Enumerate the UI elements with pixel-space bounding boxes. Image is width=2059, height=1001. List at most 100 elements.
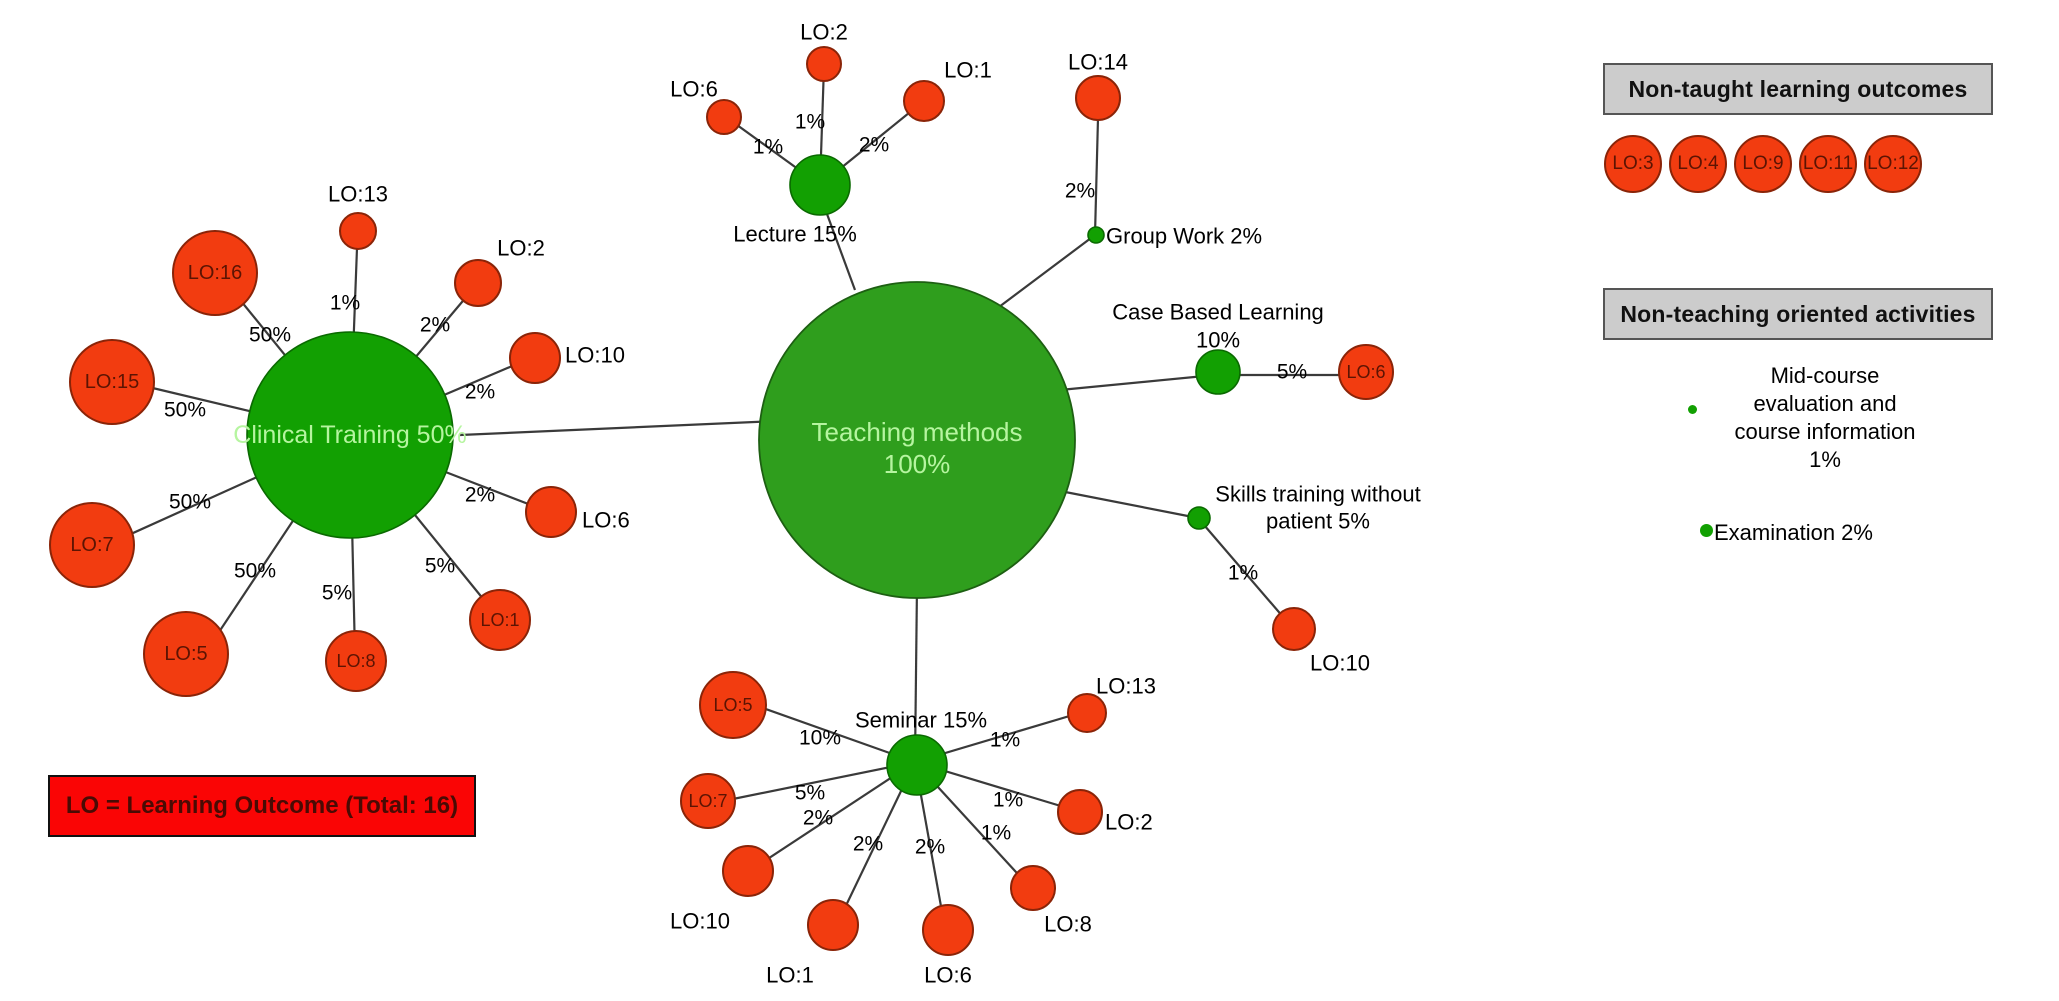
activity-examination: Examination 2% xyxy=(1714,520,1873,545)
pct-lecture-lo6: 1% xyxy=(753,136,783,159)
node-group-work[interactable] xyxy=(1087,226,1105,244)
edge-hub-skills xyxy=(1054,488,1199,520)
pct-seminar-lo8: 1% xyxy=(981,822,1011,845)
lo-label-seminar-lo1: LO:1 xyxy=(766,963,814,988)
groupwork-label: Group Work 2% xyxy=(1106,224,1262,249)
lo-label-seminar-lo10: LO:10 xyxy=(670,909,730,934)
activity-line-4: 1% xyxy=(1809,446,1841,472)
node-teaching-methods[interactable]: Teaching methods 100% xyxy=(758,281,1076,599)
lo-label: LO:5 xyxy=(164,643,207,665)
lo-label: LO:8 xyxy=(336,651,375,671)
node-clinical-training[interactable]: Clinical Training 50% xyxy=(233,331,467,539)
legend-non-teaching-header: Non-teaching oriented activities xyxy=(1603,288,1993,340)
edge-hub-groupwork xyxy=(994,234,1096,311)
lo-label: LO:7 xyxy=(688,791,727,811)
node-case-based-learning[interactable] xyxy=(1195,349,1241,395)
examination-dot-icon xyxy=(1700,524,1713,537)
leaf-clinical-lo8[interactable]: LO:8 xyxy=(325,630,387,692)
leaf-clinical-lo2[interactable] xyxy=(454,259,502,307)
pct-clinical-lo5: 50% xyxy=(234,560,276,583)
lo-label-lecture-lo2: LO:2 xyxy=(800,20,848,45)
non-taught-lo-chip[interactable]: LO:3 xyxy=(1604,135,1662,193)
pct-clinical-lo6: 2% xyxy=(465,484,495,507)
pct-lecture-lo1: 2% xyxy=(859,134,889,157)
pct-skills-lo10: 1% xyxy=(1228,562,1258,585)
pct-seminar-lo5: 10% xyxy=(799,727,841,750)
activity-line-1: Mid-course xyxy=(1770,363,1880,388)
case-label-line2: 10% xyxy=(1196,328,1240,353)
activity-midcourse-evaluation: Mid-course evaluation and course informa… xyxy=(1700,362,1950,474)
pct-clinical-lo8: 5% xyxy=(322,582,352,605)
node-lecture[interactable] xyxy=(789,154,851,216)
leaf-clinical-lo6[interactable] xyxy=(525,486,577,538)
pct-clinical-lo16: 50% xyxy=(249,324,291,347)
leaf-groupwork-lo14[interactable] xyxy=(1075,75,1121,121)
non-taught-lo-chip[interactable]: LO:12 xyxy=(1864,135,1922,193)
lo-label-skills-lo10: LO:10 xyxy=(1310,651,1370,676)
lo-label: LO:1 xyxy=(480,610,519,630)
lo-label-clinical-lo10: LO:10 xyxy=(565,343,625,368)
lo-label-clinical-lo2: LO:2 xyxy=(497,236,545,261)
leaf-seminar-lo7[interactable]: LO:7 xyxy=(680,773,736,829)
lo-label: LO:15 xyxy=(85,371,139,393)
edge-seminar-lo7 xyxy=(727,760,916,802)
leaf-lecture-lo1[interactable] xyxy=(903,80,945,122)
pct-seminar-lo2: 1% xyxy=(993,789,1023,812)
activity-line-3: course information xyxy=(1734,418,1916,444)
non-taught-lo-chip[interactable]: LO:9 xyxy=(1734,135,1792,193)
pct-lecture-lo2: 1% xyxy=(795,111,825,134)
pct-clinical-lo1: 5% xyxy=(425,555,455,578)
skills-label-line2: patient 5% xyxy=(1266,509,1370,534)
lo-label-seminar-lo13: LO:13 xyxy=(1096,674,1156,699)
lo-label: LO:5 xyxy=(713,695,752,715)
leaf-lecture-lo6[interactable] xyxy=(706,99,742,135)
pct-clinical-lo2: 2% xyxy=(420,314,450,337)
clinical-training-label: Clinical Training 50% xyxy=(233,421,466,449)
lo-label-lecture-lo6: LO:6 xyxy=(670,77,718,102)
lo-label: LO:16 xyxy=(188,262,242,284)
pct-seminar-lo13: 1% xyxy=(990,729,1020,752)
leaf-lecture-lo2[interactable] xyxy=(806,46,842,82)
leaf-clinical-lo7[interactable]: LO:7 xyxy=(49,502,135,588)
leaf-seminar-lo6[interactable] xyxy=(922,904,974,956)
node-seminar[interactable] xyxy=(886,734,948,796)
leaf-clinical-lo10[interactable] xyxy=(509,332,561,384)
leaf-clinical-lo1[interactable]: LO:1 xyxy=(469,589,531,651)
hub-label-line1: Teaching methods xyxy=(811,417,1022,447)
edge-groupwork-lo14 xyxy=(1093,117,1100,236)
lo-label: LO:6 xyxy=(1346,362,1385,382)
leaf-seminar-lo10[interactable] xyxy=(722,845,774,897)
leaf-case-lo6[interactable]: LO:6 xyxy=(1338,344,1394,400)
edge-hub-clinical xyxy=(459,418,801,437)
legend-lo-total-text: LO = Learning Outcome (Total: 16) xyxy=(65,792,459,819)
leaf-seminar-lo8[interactable] xyxy=(1010,865,1056,911)
pct-seminar-lo10: 2% xyxy=(803,807,833,830)
leaf-clinical-lo13[interactable] xyxy=(339,212,377,250)
activity-line-2: evaluation and xyxy=(1753,390,1897,416)
node-skills-training[interactable] xyxy=(1187,506,1211,530)
non-taught-lo-chip[interactable]: LO:4 xyxy=(1669,135,1727,193)
leaf-seminar-lo1[interactable] xyxy=(807,899,859,951)
leaf-clinical-lo15[interactable]: LO:15 xyxy=(69,339,155,425)
non-taught-lo-chip[interactable]: LO:11 xyxy=(1799,135,1857,193)
leaf-seminar-lo5[interactable]: LO:5 xyxy=(699,671,767,739)
edge-skills-lo10 xyxy=(1197,517,1291,626)
legend-non-taught-title: Non-taught learning outcomes xyxy=(1628,75,1968,102)
skills-label-line1: Skills training without xyxy=(1215,482,1420,507)
edge-hub-case xyxy=(1059,373,1216,392)
pct-seminar-lo6: 2% xyxy=(915,836,945,859)
pct-seminar-lo1: 2% xyxy=(853,833,883,856)
leaf-clinical-lo5[interactable]: LO:5 xyxy=(143,611,229,697)
seminar-label: Seminar 15% xyxy=(855,708,987,733)
leaf-seminar-lo13[interactable] xyxy=(1067,693,1107,733)
leaf-skills-lo10[interactable] xyxy=(1272,607,1316,651)
leaf-clinical-lo16[interactable]: LO:16 xyxy=(172,230,258,316)
lo-label-seminar-lo8: LO:8 xyxy=(1044,912,1092,937)
lo-label-lecture-lo1: LO:1 xyxy=(944,58,992,83)
lecture-label: Lecture 15% xyxy=(733,222,857,247)
lo-label: LO:7 xyxy=(70,534,113,556)
pct-clinical-lo15: 50% xyxy=(164,399,206,422)
leaf-seminar-lo2[interactable] xyxy=(1057,789,1103,835)
lo-label-clinical-lo6: LO:6 xyxy=(582,508,630,533)
